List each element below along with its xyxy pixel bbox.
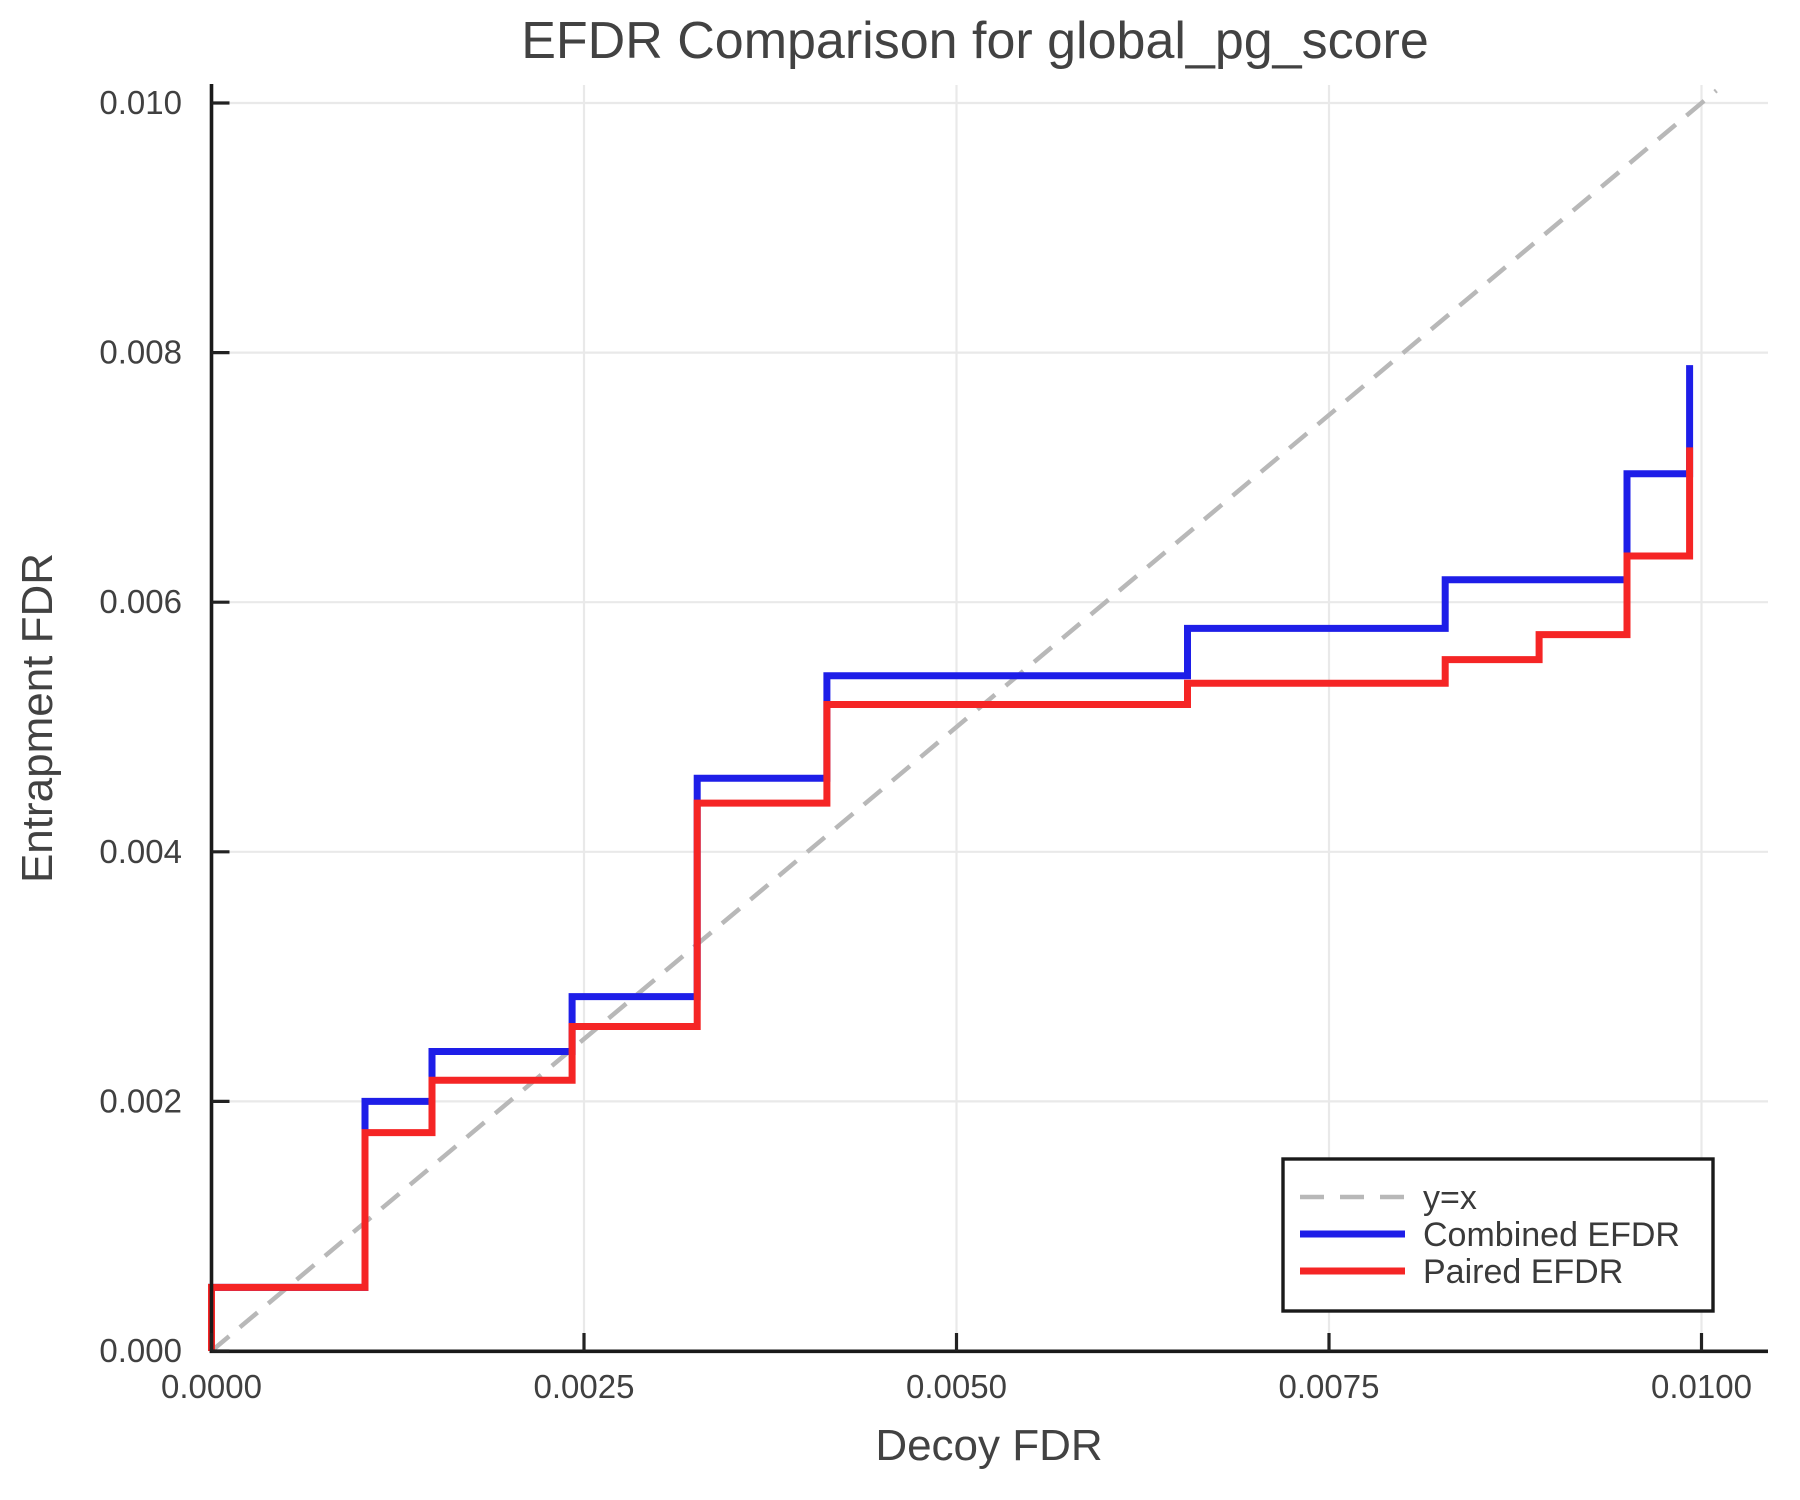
x-tick-label: 0.0000 — [161, 1368, 262, 1405]
legend-entry-paired: Paired EFDR — [1300, 1253, 1623, 1291]
y-tick-label: 0.004 — [99, 833, 182, 870]
legend-entry-yx: y=x — [1300, 1179, 1477, 1217]
x-tick-label: 0.0075 — [1279, 1368, 1380, 1405]
x-tick-label: 0.0025 — [534, 1368, 635, 1405]
legend-label-combined: Combined EFDR — [1423, 1216, 1680, 1254]
y-tick-label: 0.008 — [99, 334, 182, 371]
y-tick-label: 0.002 — [99, 1082, 182, 1119]
legend: y=x Combined EFDR Paired EFDR — [1281, 1157, 1715, 1313]
y-tick-label: 0.010 — [99, 84, 182, 121]
y-axis-label: Entrapment FDR — [13, 553, 62, 883]
combined-efdr-line — [208, 365, 1694, 1351]
y-tick-label: 0.006 — [99, 583, 182, 620]
x-tick-label: 0.0050 — [906, 1368, 1007, 1405]
grid — [211, 85, 1768, 1351]
legend-label-yx: y=x — [1423, 1179, 1477, 1217]
paired-efdr-line — [208, 447, 1694, 1351]
legend-entry-combined: Combined EFDR — [1300, 1216, 1680, 1254]
axis-ticks: 0.0000 0.0025 0.0050 0.0075 0.0100 0.000 0.002… — [99, 84, 1752, 1405]
x-axis-label: Decoy FDR — [875, 1421, 1102, 1470]
chart-title: EFDR Comparison for global_pg_score — [521, 12, 1429, 70]
y-tick-label: 0.000 — [99, 1332, 182, 1369]
legend-label-paired: Paired EFDR — [1423, 1253, 1623, 1291]
x-tick-label: 0.0100 — [1651, 1368, 1752, 1405]
y-equals-x-line — [210, 88, 1718, 1353]
